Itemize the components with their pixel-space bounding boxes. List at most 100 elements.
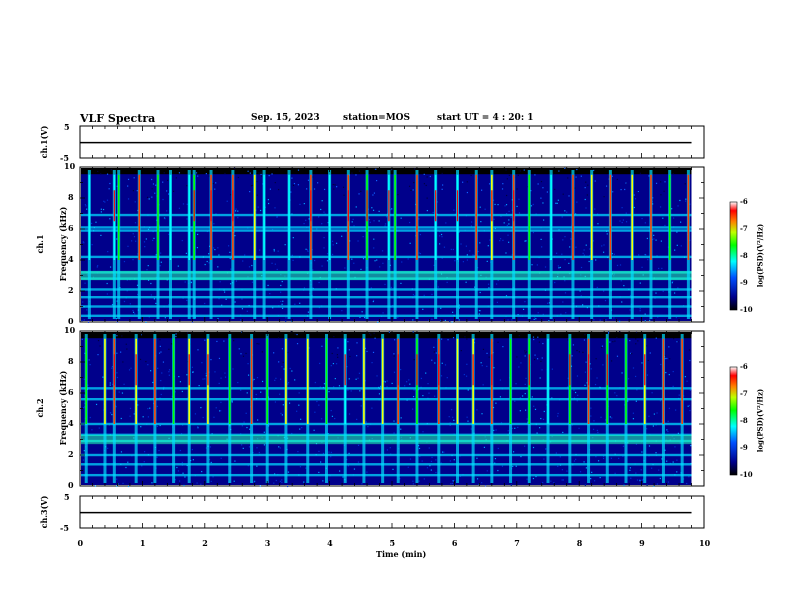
noise-speck — [507, 234, 509, 236]
noise-speck — [174, 479, 176, 481]
noise-speck — [279, 378, 282, 380]
noise-speck — [524, 445, 526, 447]
noise-speck — [575, 246, 577, 248]
noise-speck — [347, 341, 349, 343]
noise-speck — [111, 366, 114, 368]
strong-band — [81, 434, 692, 445]
noise-speck — [279, 393, 281, 395]
noise-speck — [639, 310, 641, 312]
spec2-label-b: Frequency (kHz) — [58, 370, 68, 446]
noise-speck — [400, 417, 402, 419]
noise-speck — [412, 480, 414, 482]
noise-speck — [496, 301, 499, 303]
noise-speck — [486, 352, 488, 354]
noise-speck — [441, 188, 443, 190]
time-tick-label: 0 — [77, 538, 84, 548]
noise-speck — [451, 480, 454, 482]
noise-speck — [512, 465, 514, 468]
noise-speck — [353, 468, 356, 470]
noise-speck — [656, 412, 658, 414]
noise-speck — [653, 238, 655, 240]
noise-speck — [479, 291, 481, 294]
noise-speck — [326, 253, 329, 255]
noise-speck — [519, 410, 521, 412]
noise-speck — [630, 352, 632, 354]
noise-speck — [128, 369, 131, 371]
noise-speck — [155, 254, 157, 256]
noise-speck — [572, 344, 575, 346]
noise-speck — [260, 173, 262, 176]
noise-speck — [677, 432, 679, 434]
burst-peak — [113, 354, 115, 386]
noise-speck — [431, 456, 433, 459]
noise-speck — [674, 249, 676, 251]
frequency-tick-label: 10 — [64, 161, 76, 171]
noise-speck — [240, 389, 242, 391]
burst-core — [157, 174, 159, 260]
noise-speck — [680, 245, 682, 247]
noise-speck — [494, 203, 496, 206]
noise-speck — [251, 281, 254, 283]
noise-speck — [486, 365, 488, 368]
frequency-band — [81, 453, 692, 457]
noise-speck — [323, 211, 325, 213]
spectrogram-background — [81, 168, 692, 321]
noise-speck — [393, 371, 396, 373]
noise-speck — [622, 219, 624, 221]
noise-speck — [685, 198, 687, 200]
noise-speck — [460, 243, 462, 245]
noise-speck — [619, 331, 621, 333]
noise-speck — [569, 246, 571, 248]
noise-speck — [439, 243, 441, 245]
colorbar-tick-label: -8 — [740, 251, 748, 260]
noise-speck — [146, 269, 148, 271]
noise-speck — [155, 302, 157, 305]
noise-speck — [524, 352, 526, 354]
noise-speck — [214, 248, 216, 251]
noise-speck — [652, 425, 654, 427]
noise-speck — [373, 299, 375, 302]
noise-speck — [168, 369, 171, 371]
noise-speck — [518, 366, 520, 368]
noise-speck — [413, 168, 416, 170]
noise-speck — [358, 193, 360, 195]
noise-speck — [208, 253, 210, 255]
noise-speck — [570, 365, 573, 367]
noise-speck — [278, 446, 280, 448]
frequency-band — [81, 433, 692, 437]
noise-speck — [129, 415, 131, 417]
noise-speck — [433, 351, 435, 353]
noise-speck — [451, 409, 453, 411]
noise-speck — [123, 260, 126, 263]
noise-speck — [155, 319, 157, 322]
noise-speck — [676, 244, 678, 246]
noise-speck — [677, 341, 679, 343]
noise-speck — [99, 345, 101, 347]
burst-core — [528, 174, 531, 260]
noise-speck — [590, 415, 592, 417]
noise-speck — [476, 478, 479, 480]
frequency-tick-label: 4 — [68, 418, 74, 428]
noise-speck — [91, 429, 93, 431]
noise-speck — [181, 390, 183, 393]
noise-speck — [450, 483, 452, 485]
noise-speck — [449, 460, 452, 462]
noise-speck — [277, 188, 280, 191]
noise-speck — [524, 350, 526, 352]
noise-speck — [684, 183, 686, 185]
colorbar-tick-label: -10 — [740, 470, 753, 479]
noise-speck — [430, 460, 433, 463]
noise-speck — [413, 389, 415, 391]
noise-speck — [508, 210, 510, 212]
noise-speck — [316, 400, 318, 403]
noise-speck — [427, 383, 429, 385]
time-tick-label: 5 — [389, 538, 396, 548]
noise-speck — [332, 183, 334, 186]
noise-speck — [220, 401, 222, 403]
noise-speck — [83, 242, 85, 244]
noise-speck — [664, 181, 666, 183]
noise-speck — [206, 260, 208, 263]
noise-speck — [506, 178, 508, 180]
noise-speck — [672, 461, 674, 463]
noise-speck — [668, 407, 670, 409]
